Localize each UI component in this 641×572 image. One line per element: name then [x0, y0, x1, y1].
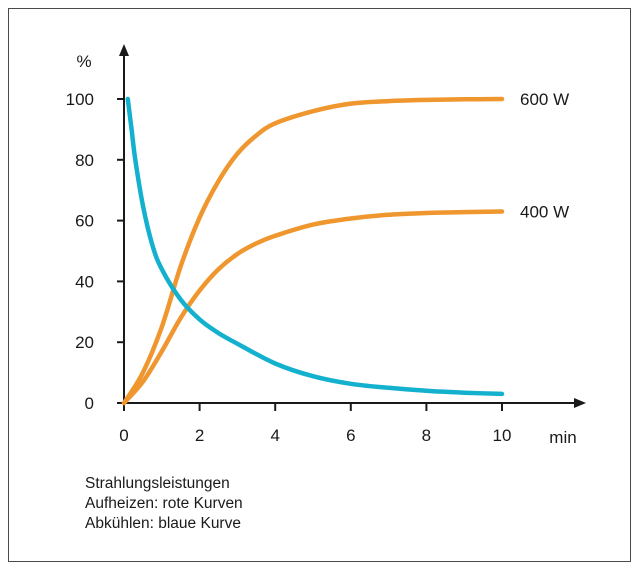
- caption-line-1: Strahlungsleistungen: [85, 475, 230, 492]
- series-label: 600 W: [520, 90, 569, 109]
- y-tick-label: 20: [75, 333, 94, 352]
- series-lines: [121, 96, 505, 406]
- y-tick-label: 40: [75, 272, 94, 291]
- x-axis-label: min: [549, 428, 576, 447]
- x-tick-label: 8: [422, 426, 431, 445]
- x-tick-label: 4: [270, 426, 279, 445]
- y-tick-label: 0: [85, 394, 94, 413]
- x-tick-label: 6: [346, 426, 355, 445]
- x-tick-label: 2: [195, 426, 204, 445]
- y-tick-label: 60: [75, 212, 94, 231]
- axes: [119, 44, 586, 408]
- chart-caption: Strahlungsleistungen Aufheizen: rote Kur…: [85, 474, 243, 534]
- y-axis-label: %: [76, 52, 91, 71]
- series-line-600w: [121, 96, 505, 406]
- y-tick-label: 80: [75, 151, 94, 170]
- x-axis-arrow: [574, 398, 586, 408]
- labels: % min 600 W 400 W: [76, 52, 576, 447]
- y-tick-label: 100: [66, 90, 94, 109]
- series-line-2: [125, 96, 505, 397]
- series-line-400w: [121, 209, 505, 406]
- ticks: 0 20 40 60 80 100 0 2 4 6 8 10: [66, 90, 512, 445]
- y-axis-arrow: [119, 44, 129, 56]
- chart-frame: [8, 8, 631, 562]
- caption-line-3: Abkühlen: blaue Kurve: [85, 515, 241, 532]
- caption-line-2: Aufheizen: rote Kurven: [85, 495, 243, 512]
- x-tick-label: 10: [493, 426, 512, 445]
- x-tick-label: 0: [119, 426, 128, 445]
- series-label: 400 W: [520, 202, 569, 221]
